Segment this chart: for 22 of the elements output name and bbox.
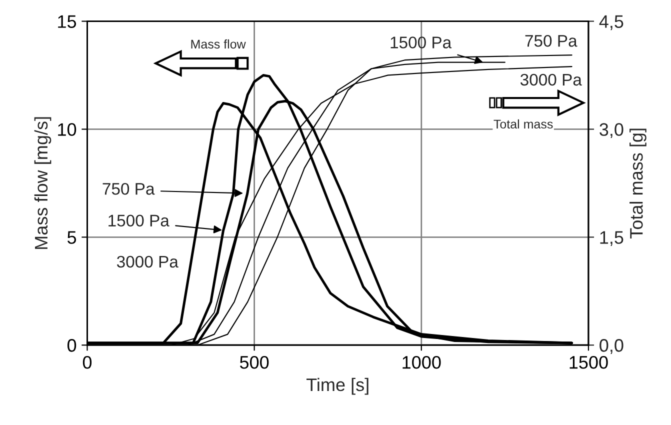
y-tick-label: 5 <box>67 231 76 244</box>
y-tick-label: 15 <box>58 15 76 28</box>
annotation: Total mass <box>494 119 553 129</box>
annotation: Mass flow <box>191 39 246 49</box>
y2-axis-title: Total mass [g] <box>630 128 646 238</box>
y-tick-label: 0 <box>67 339 76 352</box>
annotation: 1500 Pa <box>108 214 170 227</box>
y2-tick-label: 0,0 <box>600 339 624 354</box>
x-axis-title: Time [s] <box>306 378 368 395</box>
y-axis-title: Mass flow [mg/s] <box>34 117 52 249</box>
annotation: 750 Pa <box>525 34 578 47</box>
annotation: 750 Pa <box>102 182 155 195</box>
annotation: 3000 Pa <box>520 74 582 86</box>
y-tick-label: 10 <box>58 123 76 136</box>
x-tick-label: 500 <box>240 356 269 369</box>
x-tick-label: 1500 <box>570 356 608 369</box>
x-tick-label: 0 <box>82 356 92 369</box>
annotation: 3000 Pa <box>116 256 178 268</box>
y2-tick-label: 1,5 <box>600 231 624 246</box>
y2-tick-label: 3,0 <box>600 123 624 138</box>
y2-tick-label: 4,5 <box>599 15 624 30</box>
x-tick-label: 1000 <box>402 356 441 369</box>
